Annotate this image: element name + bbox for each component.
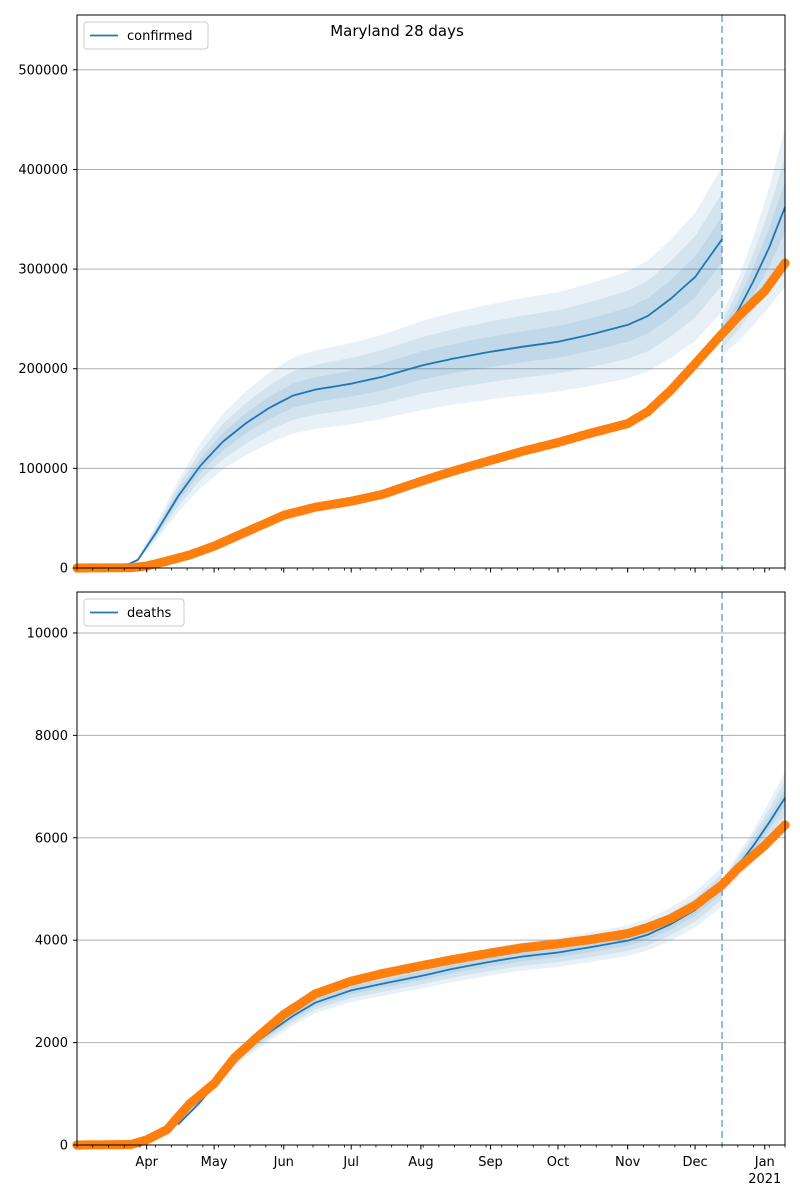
model-line: [119, 238, 723, 569]
figure-title: Maryland 28 days: [330, 22, 464, 40]
x-tick-label: Jul: [342, 1155, 359, 1170]
legend-label: deaths: [127, 606, 172, 621]
x-tick-label: Jan: [754, 1155, 775, 1170]
y-tick-label: 6000: [35, 831, 68, 846]
x-tick-label: Aug: [408, 1155, 433, 1170]
x-tick-label: May: [201, 1155, 228, 1170]
x-tick-label: Sep: [478, 1155, 503, 1170]
legend: deaths: [83, 598, 185, 627]
y-tick-label: 8000: [35, 729, 68, 744]
y-tick-label: 10000: [27, 626, 68, 641]
deaths-panel: 0 2000 4000 6000 8000 10000 Apr May Jun Jul Aug Sep…: [27, 591, 790, 1187]
y-tick-label: 0: [60, 562, 68, 577]
x-tick-label: Oct: [547, 1155, 569, 1170]
x-year-label: 2021: [748, 1172, 781, 1187]
x-tick-label: Nov: [615, 1155, 641, 1170]
x-tick-label: Jun: [273, 1155, 294, 1170]
y-tick-label: 4000: [35, 934, 68, 949]
legend-label: confirmed: [127, 29, 193, 44]
uncertainty-band: [178, 873, 723, 1126]
uncertainty-band: [119, 166, 723, 568]
uncertainty-band: [178, 867, 723, 1127]
legend-box: [83, 21, 209, 50]
y-tick-label: 200000: [18, 362, 68, 377]
y-tick-label: 300000: [18, 263, 68, 278]
model-line: [177, 885, 723, 1126]
axes-frame: [76, 591, 786, 1146]
y-tick-label: 0: [60, 1139, 68, 1154]
axes-frame: [76, 14, 786, 569]
legend-box: [83, 598, 185, 627]
uncertainty-band: [119, 193, 723, 568]
y-tick-label: 500000: [18, 63, 68, 78]
uncertainty-band: [722, 156, 785, 348]
uncertainty-band: [722, 182, 785, 342]
x-tick-label: Apr: [135, 1155, 158, 1170]
y-tick-label: 2000: [35, 1036, 68, 1051]
y-tick-label: 100000: [18, 462, 68, 477]
legend: confirmed: [83, 21, 209, 50]
x-tick-label: Dec: [683, 1155, 708, 1170]
uncertainty-band: [722, 128, 785, 356]
confirmed-panel: 0 100000 200000 300000 400000 500000 confirmed: [18, 14, 790, 577]
uncertainty-band: [178, 880, 723, 1125]
y-tick-label: 400000: [18, 163, 68, 178]
